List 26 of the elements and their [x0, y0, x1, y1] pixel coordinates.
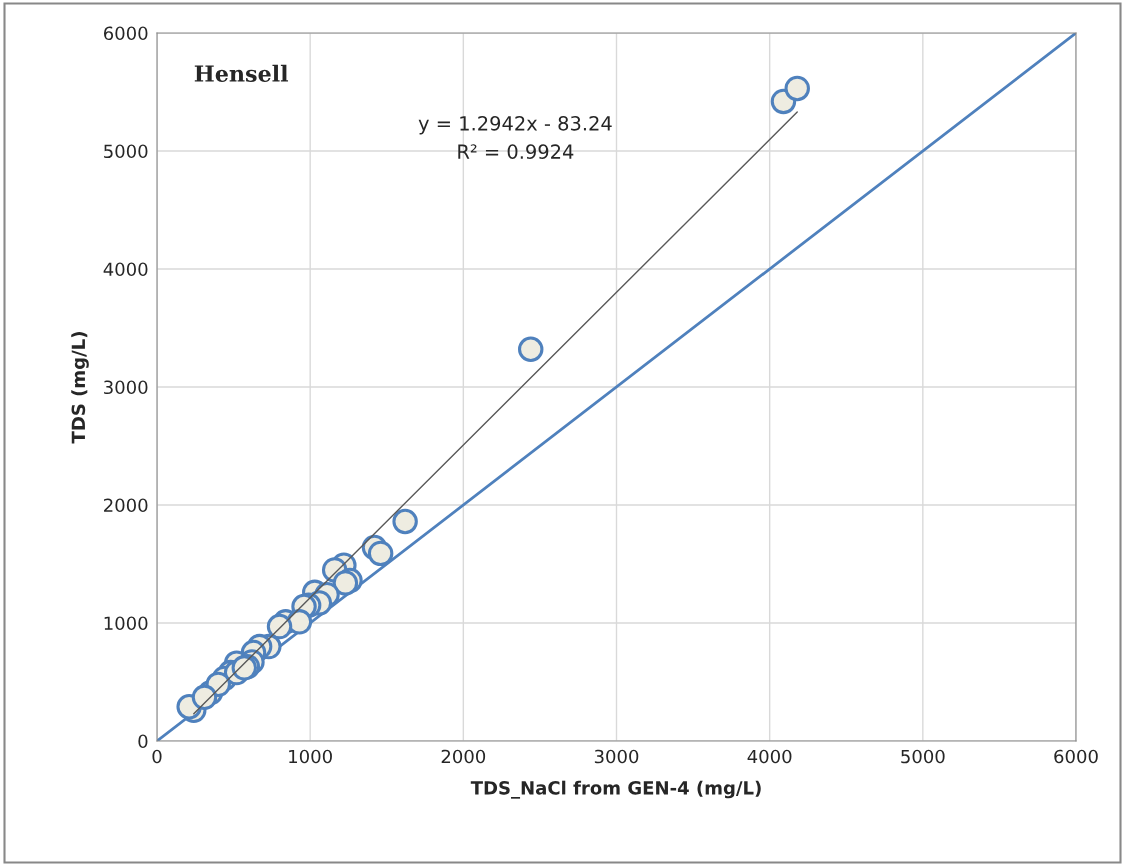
- x-tick-label: 1000: [289, 749, 332, 764]
- point: [191, 684, 218, 711]
- point: [367, 540, 394, 567]
- x-tick-label: 5000: [901, 749, 945, 764]
- point: [332, 570, 359, 596]
- y-tick-label: 4000: [103, 262, 148, 277]
- y-tick-label: 1000: [104, 616, 148, 631]
- x-tick-label: 3000: [594, 749, 639, 764]
- y-tick-label: 3000: [104, 380, 148, 395]
- annotation: Hensell: [194, 64, 289, 82]
- x-tick-label: 6000: [1054, 749, 1098, 764]
- point: [518, 336, 544, 362]
- x-tick-label: 2000: [441, 749, 486, 764]
- point: [784, 75, 810, 102]
- y-tick-label: 2000: [104, 498, 148, 513]
- point: [392, 508, 418, 535]
- point: [266, 613, 293, 640]
- annotation: y = 1.2942x - 83.24: [418, 115, 612, 135]
- x-axis-title: TDS_NaCl from GEN-4 (mg/L): [470, 780, 761, 799]
- y-tick-label: 5000: [104, 144, 148, 159]
- x-tick-label: 4000: [747, 749, 792, 764]
- annotation: R² = 0.9924: [458, 144, 574, 159]
- y-axis-title: TDS (mg/L): [71, 332, 89, 444]
- y-tick-label: 0: [138, 734, 148, 749]
- x-tick-label: 0: [152, 749, 162, 764]
- y-tick-label: 6000: [103, 26, 148, 41]
